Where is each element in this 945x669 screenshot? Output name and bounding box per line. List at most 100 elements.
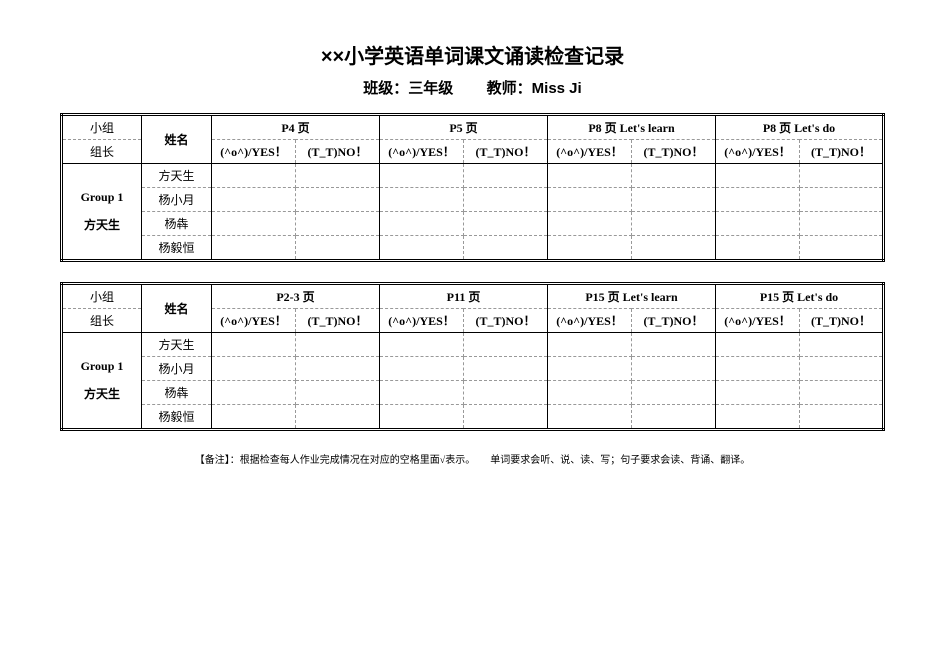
- cell: [380, 164, 464, 188]
- student-name: 方天生: [142, 164, 212, 188]
- cell: [464, 188, 548, 212]
- group-leader-2: 方天生: [65, 384, 139, 406]
- cell: [548, 405, 632, 430]
- footer-note: 【备注】：根据检查每人作业完成情况在对应的空格里面√表示。 单词要求会听、说、读…: [60, 451, 885, 466]
- group-leader-1: 方天生: [65, 215, 139, 237]
- header-no-1: (T_T)NO！: [296, 309, 380, 333]
- class-label: 班级：: [363, 80, 408, 97]
- cell: [632, 164, 716, 188]
- group-name-2: Group 1: [65, 356, 139, 378]
- header-yes-2: (^o^)/YES！: [380, 309, 464, 333]
- cell: [548, 164, 632, 188]
- header-yes-4: (^o^)/YES！: [716, 309, 800, 333]
- header-no-2: (T_T)NO！: [464, 140, 548, 164]
- header-no-4: (T_T)NO！: [800, 140, 884, 164]
- cell: [380, 236, 464, 261]
- cell: [716, 164, 800, 188]
- header-group-bottom: 组长: [62, 309, 142, 333]
- cell: [296, 381, 380, 405]
- header-name: 姓名: [142, 284, 212, 333]
- cell: [800, 188, 884, 212]
- header-page-1: P4 页: [212, 115, 380, 140]
- header-page-2: P11 页: [380, 284, 548, 309]
- student-name: 杨毅恒: [142, 405, 212, 430]
- header-no-4: (T_T)NO！: [800, 309, 884, 333]
- cell: [212, 405, 296, 430]
- cell: [716, 212, 800, 236]
- cell: [212, 357, 296, 381]
- cell: [464, 212, 548, 236]
- class-value: 三年级: [408, 80, 453, 97]
- cell: [632, 333, 716, 357]
- student-name: 杨小月: [142, 357, 212, 381]
- cell: [212, 333, 296, 357]
- teacher-label: 教师：: [487, 80, 532, 97]
- cell: [380, 381, 464, 405]
- cell: [464, 405, 548, 430]
- cell: [548, 381, 632, 405]
- cell: [800, 236, 884, 261]
- cell: [212, 236, 296, 261]
- header-yes-4: (^o^)/YES！: [716, 140, 800, 164]
- record-table-1: 小组 姓名 P4 页 P5 页 P8 页 Let's learn P8 页 Le…: [60, 113, 885, 262]
- cell: [296, 405, 380, 430]
- cell: [716, 381, 800, 405]
- header-yes-1: (^o^)/YES！: [212, 140, 296, 164]
- cell: [632, 357, 716, 381]
- cell: [380, 357, 464, 381]
- cell: [380, 212, 464, 236]
- header-group-top: 小组: [62, 284, 142, 309]
- group-cell-2: Group 1 方天生: [62, 333, 142, 430]
- cell: [380, 188, 464, 212]
- cell: [800, 405, 884, 430]
- student-name: 杨犇: [142, 212, 212, 236]
- header-page-1: P2-3 页: [212, 284, 380, 309]
- group-name-1: Group 1: [65, 187, 139, 209]
- cell: [296, 357, 380, 381]
- cell: [800, 164, 884, 188]
- cell: [548, 333, 632, 357]
- cell: [380, 333, 464, 357]
- cell: [464, 381, 548, 405]
- header-no-3: (T_T)NO！: [632, 140, 716, 164]
- group-cell-1: Group 1 方天生: [62, 164, 142, 261]
- cell: [632, 236, 716, 261]
- page-subtitle: 班级：三年级 教师：Miss Ji: [60, 77, 885, 98]
- cell: [716, 357, 800, 381]
- cell: [632, 188, 716, 212]
- cell: [548, 357, 632, 381]
- cell: [464, 333, 548, 357]
- cell: [296, 212, 380, 236]
- cell: [548, 212, 632, 236]
- header-page-3: P15 页 Let's learn: [548, 284, 716, 309]
- student-name: 方天生: [142, 333, 212, 357]
- cell: [296, 333, 380, 357]
- cell: [464, 236, 548, 261]
- student-name: 杨犇: [142, 381, 212, 405]
- cell: [716, 236, 800, 261]
- cell: [380, 405, 464, 430]
- student-name: 杨毅恒: [142, 236, 212, 261]
- cell: [464, 357, 548, 381]
- header-no-3: (T_T)NO！: [632, 309, 716, 333]
- cell: [296, 164, 380, 188]
- header-yes-3: (^o^)/YES！: [548, 140, 632, 164]
- header-name: 姓名: [142, 115, 212, 164]
- header-no-1: (T_T)NO！: [296, 140, 380, 164]
- header-yes-2: (^o^)/YES！: [380, 140, 464, 164]
- record-table-2: 小组 姓名 P2-3 页 P11 页 P15 页 Let's learn P15…: [60, 282, 885, 431]
- header-page-4: P8 页 Let's do: [716, 115, 884, 140]
- header-group-bottom: 组长: [62, 140, 142, 164]
- cell: [800, 357, 884, 381]
- cell: [716, 333, 800, 357]
- cell: [632, 212, 716, 236]
- header-page-3: P8 页 Let's learn: [548, 115, 716, 140]
- cell: [464, 164, 548, 188]
- cell: [716, 405, 800, 430]
- teacher-value: Miss Ji: [532, 80, 582, 97]
- cell: [212, 381, 296, 405]
- cell: [632, 405, 716, 430]
- header-page-2: P5 页: [380, 115, 548, 140]
- header-group-top: 小组: [62, 115, 142, 140]
- cell: [548, 188, 632, 212]
